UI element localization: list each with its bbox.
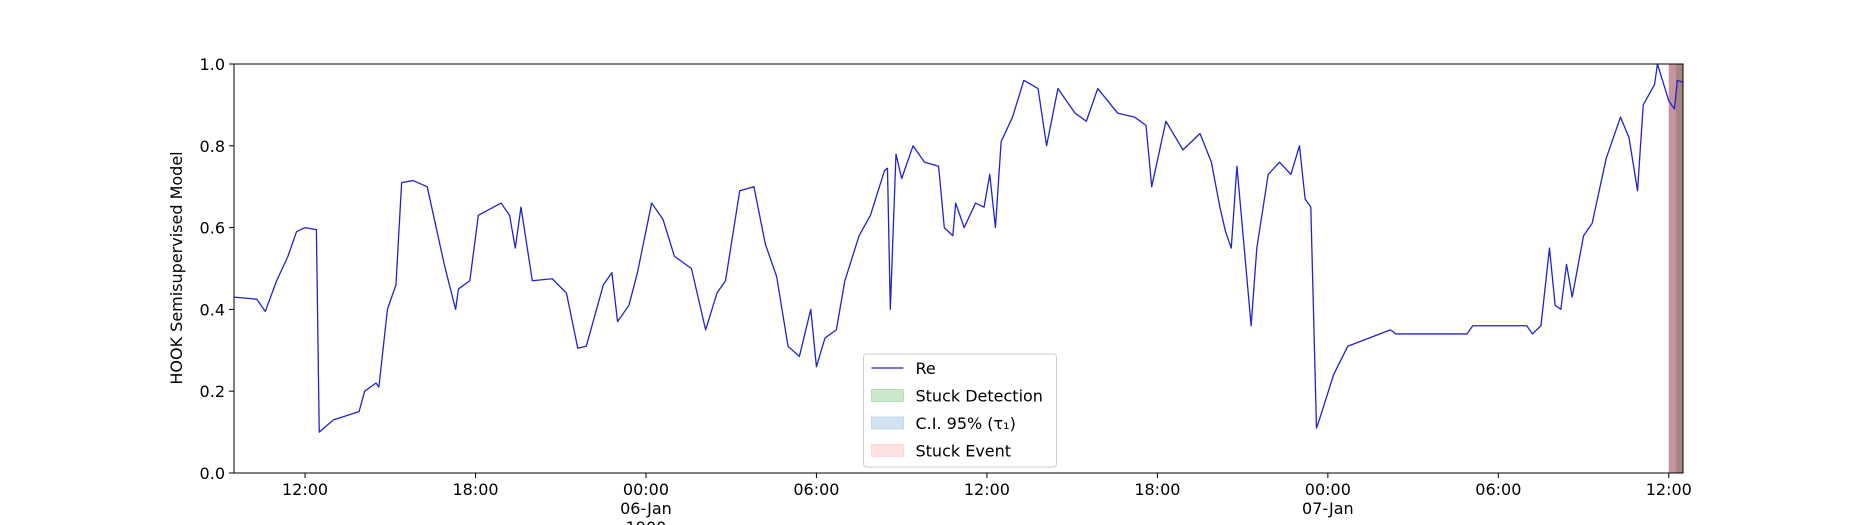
x-tick-label: 18:00 [1134,480,1180,499]
legend-patch [871,416,904,430]
y-tick-label: 0.0 [200,464,225,483]
x-tick-label: 00:00 07-Jan [1302,480,1354,518]
y-axis-label: HOOK Semisupervised Model [167,151,186,384]
legend-label: C.I. 95% (τ₁) [916,414,1016,433]
legend-patch [871,389,904,402]
y-tick-label: 0.4 [200,300,225,319]
data-line [233,63,1684,433]
x-tick-label: 12:00 [964,480,1010,499]
shaded-span [1668,64,1683,473]
legend-label: Stuck Event [916,442,1012,461]
x-tick-label: 18:00 [452,480,498,499]
plot-frame [233,63,1684,474]
legend-label: Stuck Detection [916,387,1043,406]
legend-label: Re [916,359,936,378]
y-tick-label: 1.0 [200,55,225,74]
legend-box [863,353,1057,468]
legend: Re Stuck Detection C.I. 95% (τ₁) Stuck Even… [863,353,1057,468]
y-tick-label: 0.6 [200,219,225,238]
x-tick-label: 12:00 [1646,480,1692,499]
x-tick-label: 06:00 [1475,480,1521,499]
x-tick-label: 12:00 [282,480,328,499]
x-tick-label: 06:00 [793,480,839,499]
y-tick-label: 0.8 [200,137,225,156]
y-tick-label: 0.2 [200,382,225,401]
legend-patch [871,444,904,457]
